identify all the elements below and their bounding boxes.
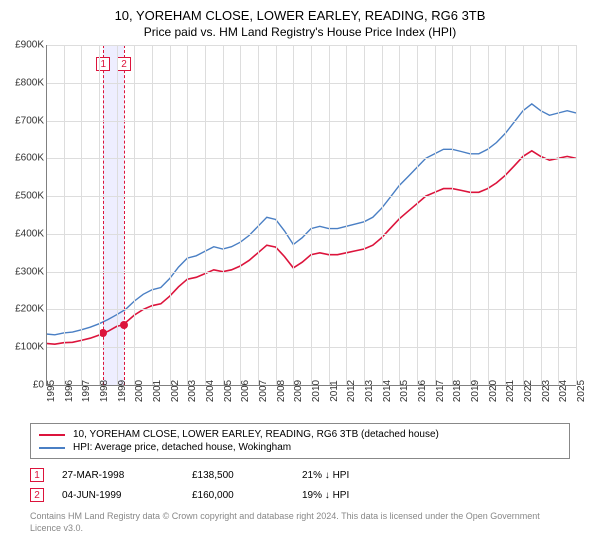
x-tick-label: 2000 (134, 380, 145, 402)
x-tick-label: 1998 (99, 380, 110, 402)
chart-subtitle: Price paid vs. HM Land Registry's House … (0, 23, 600, 45)
y-tick-label: £700K (15, 115, 44, 126)
y-tick-label: £100K (15, 342, 44, 353)
sale-point-marker (120, 321, 128, 329)
chart-title: 10, YOREHAM CLOSE, LOWER EARLEY, READING… (0, 0, 600, 23)
x-tick-label: 2015 (399, 380, 410, 402)
x-tick-label: 2016 (417, 380, 428, 402)
x-tick-label: 2011 (329, 380, 340, 402)
x-tick-label: 2021 (505, 380, 516, 402)
legend-label: HPI: Average price, detached house, Woki… (73, 442, 291, 453)
x-tick-label: 2010 (311, 380, 322, 402)
x-tick-label: 2014 (382, 380, 393, 402)
sale-row: 2 04-JUN-1999£160,00019% ↓ HPI (30, 485, 570, 505)
footnote: Contains HM Land Registry data © Crown c… (30, 511, 570, 534)
y-axis: £0£100K£200K£300K£400K£500K£600K£700K£80… (0, 45, 46, 385)
x-tick-label: 1997 (81, 380, 92, 402)
x-tick-label: 2001 (152, 380, 163, 402)
x-tick-label: 2025 (576, 380, 587, 402)
legend-swatch (39, 447, 65, 449)
x-tick-label: 2012 (346, 380, 357, 402)
chart-area: £0£100K£200K£300K£400K£500K£600K£700K£80… (36, 45, 596, 415)
x-axis: 1995199619971998199920002001200220032004… (46, 387, 576, 417)
x-tick-label: 2013 (364, 380, 375, 402)
y-tick-label: £400K (15, 228, 44, 239)
x-tick-label: 2005 (223, 380, 234, 402)
x-tick-label: 2009 (293, 380, 304, 402)
sale-date: 04-JUN-1999 (62, 490, 192, 501)
sale-price: £138,500 (192, 470, 302, 481)
x-tick-label: 1999 (117, 380, 128, 402)
x-tick-label: 2017 (435, 380, 446, 402)
y-tick-label: £500K (15, 191, 44, 202)
y-tick-label: £200K (15, 304, 44, 315)
x-tick-label: 2023 (541, 380, 552, 402)
x-tick-label: 2008 (276, 380, 287, 402)
x-tick-label: 2018 (452, 380, 463, 402)
legend: 10, YOREHAM CLOSE, LOWER EARLEY, READING… (30, 423, 570, 459)
x-tick-label: 2003 (187, 380, 198, 402)
sale-row: 1 27-MAR-1998£138,50021% ↓ HPI (30, 465, 570, 485)
sale-label-marker: 2 (117, 57, 131, 71)
x-tick-label: 2019 (470, 380, 481, 402)
x-tick-label: 2004 (205, 380, 216, 402)
sale-index-badge: 1 (30, 468, 44, 482)
y-tick-label: £300K (15, 266, 44, 277)
x-tick-label: 1996 (64, 380, 75, 402)
sale-guideline (124, 45, 125, 385)
sale-delta: 19% ↓ HPI (302, 490, 422, 501)
sale-price: £160,000 (192, 490, 302, 501)
y-tick-label: £800K (15, 77, 44, 88)
legend-label: 10, YOREHAM CLOSE, LOWER EARLEY, READING… (73, 429, 439, 440)
x-tick-label: 2006 (240, 380, 251, 402)
x-tick-label: 1995 (46, 380, 57, 402)
x-tick-label: 2007 (258, 380, 269, 402)
legend-swatch (39, 434, 65, 436)
x-tick-label: 2022 (523, 380, 534, 402)
y-tick-label: £900K (15, 40, 44, 51)
legend-row: HPI: Average price, detached house, Woki… (39, 441, 561, 454)
x-tick-label: 2024 (558, 380, 569, 402)
y-tick-label: £600K (15, 153, 44, 164)
y-tick-label: £0 (33, 380, 44, 391)
x-tick-label: 2020 (488, 380, 499, 402)
sale-point-marker (99, 329, 107, 337)
sale-index-badge: 2 (30, 488, 44, 502)
x-tick-label: 2002 (170, 380, 181, 402)
sale-delta: 21% ↓ HPI (302, 470, 422, 481)
sale-date: 27-MAR-1998 (62, 470, 192, 481)
legend-row: 10, YOREHAM CLOSE, LOWER EARLEY, READING… (39, 428, 561, 441)
sales-list: 1 27-MAR-1998£138,50021% ↓ HPI 2 04-JUN-199… (30, 465, 570, 505)
